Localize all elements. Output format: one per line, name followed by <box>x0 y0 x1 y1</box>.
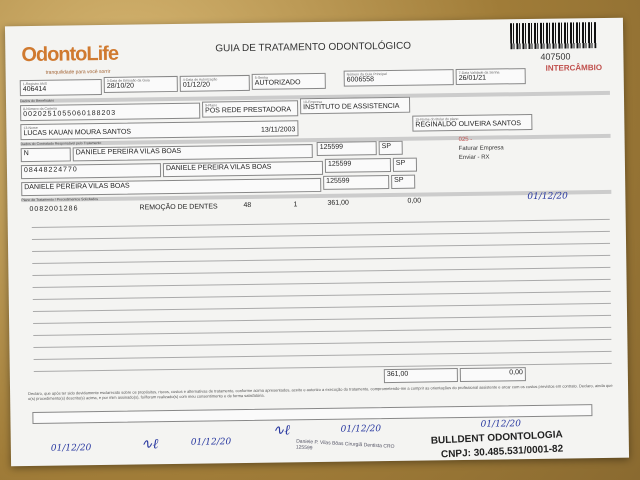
data-emissao: 3-Data de Emissão da Guia 28/10/20 <box>103 75 178 93</box>
senha: 5-Senha AUTORIZADO <box>251 72 326 90</box>
signature-date-3: 01/12/20 <box>340 424 382 435</box>
profissional-solicitante: DANIELE PEREIRA VILAS BOAS <box>72 144 313 162</box>
procedure-value: 0,00 <box>407 197 422 205</box>
logo-slogan: tranquilidade para você sorrir <box>45 68 111 76</box>
contratado-executante: DANIELE PEREIRA VILAS BOAS <box>162 160 324 178</box>
valor-total: 0,00 <box>459 367 526 383</box>
guide-code: 407500 <box>540 51 571 62</box>
signature-date-4: 01/12/20 <box>480 419 522 430</box>
data-nascimento: 13/11/2003 <box>260 126 296 134</box>
procedure-qty: 1 <box>293 201 298 209</box>
guia-principal: Número da Guia Principal 6006558 <box>343 69 454 87</box>
barcode <box>509 22 597 50</box>
cro-executante: 125599 <box>323 174 390 190</box>
titular-plano: 15-Nome do titular do plano REGINALDO OLI… <box>412 113 533 132</box>
procedure-tooth: 48 <box>243 201 252 210</box>
odontolife-logo: OdontoLife <box>21 42 119 67</box>
validade-senha: 7-Data Validade da Senha 26/01/21 <box>455 68 526 86</box>
uf-solicitante: SP <box>378 140 403 156</box>
procedure-date: 01/12/20 <box>527 191 568 203</box>
declaration-text: Declaro, que após ter sido devidamente e… <box>28 382 613 402</box>
signature-icon: ∿ℓ <box>272 422 291 439</box>
codigo-operadora: 08448224770 <box>20 163 162 180</box>
signature-date-1: 01/12/20 <box>50 443 92 454</box>
profissional-executante: DANIELE PEREIRA VILAS BOAS <box>21 177 322 197</box>
data-autorizacao: 4-Data de Autorização 01/12/20 <box>179 74 250 92</box>
note-code: 025 - <box>458 136 473 144</box>
total-us: 361,00 <box>383 368 458 384</box>
form-title: GUIA DE TRATAMENTO ODONTOLÓGICO <box>215 40 412 55</box>
empresa: 10-Empresa INSTITUTO DE ASSISTENCIA <box>299 96 411 115</box>
nome-beneficiario: 13-Nome LUCAS KAUAN MOURA SANTOS 13/11/200… <box>20 120 299 141</box>
procedure-code: 0082001286 <box>29 205 79 214</box>
note-faturar: Faturar Empresa <box>458 145 504 153</box>
registro-ans: 1-Registro ANS 406414 <box>19 78 102 97</box>
dentist-stamp: Daniele P. Vilas Bôas Cirurgiã Dentista … <box>295 438 395 452</box>
plano: 9-Plano POS REDE PRESTADORA <box>202 100 299 118</box>
dental-treatment-form: OdontoLife tranquilidade para você sorri… <box>4 17 630 467</box>
atendimento-rn: N <box>20 147 71 163</box>
cro-solicitante: 125599 <box>316 141 377 156</box>
procedure-qty-us: 361,00 <box>327 199 349 207</box>
uf-executante: SP <box>391 174 416 189</box>
numero-carteira: 8-Número da Carteira 0020251055060188203 <box>20 102 201 122</box>
guide-type: INTERCÂMBIO <box>545 63 603 73</box>
signature-icon: ∿ℓ <box>140 436 159 453</box>
procedure-description: REMOÇÃO DE DENTES <box>139 203 218 212</box>
uf-contratado: SP <box>392 157 418 172</box>
cro-contratado: 125599 <box>324 157 392 173</box>
signature-date-2: 01/12/20 <box>190 437 232 448</box>
note-enviar: Enviar - RX <box>458 154 490 162</box>
